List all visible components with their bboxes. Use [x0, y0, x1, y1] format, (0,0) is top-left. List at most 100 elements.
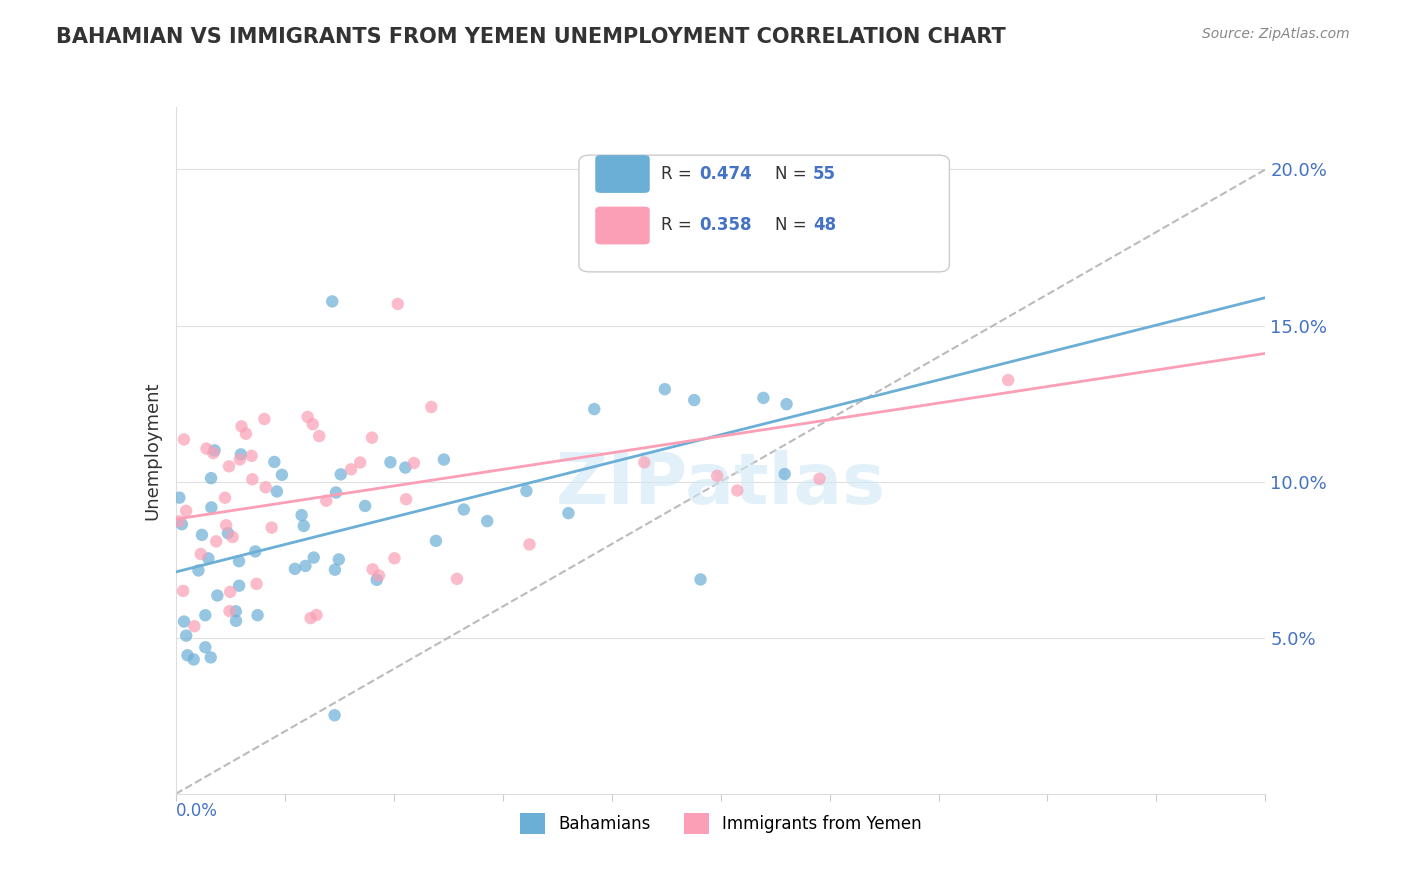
Point [195, 442, 218, 456]
Point [361, 562, 384, 576]
Point [219, 585, 242, 599]
FancyBboxPatch shape [579, 155, 949, 272]
Point [775, 397, 797, 411]
Point [194, 640, 217, 655]
Point [197, 551, 219, 566]
Point [229, 447, 252, 461]
Legend: Bahamians, Immigrants from Yemen: Bahamians, Immigrants from Yemen [513, 807, 928, 840]
Point [228, 579, 250, 593]
Point [246, 608, 269, 623]
Point [865, 257, 887, 271]
Point [380, 455, 402, 469]
Point [387, 297, 409, 311]
Point [172, 583, 194, 598]
Point [773, 467, 796, 481]
Point [240, 449, 263, 463]
Point [361, 431, 384, 445]
Point [420, 400, 443, 414]
Point [215, 518, 238, 533]
Text: 48: 48 [813, 216, 837, 235]
Point [218, 459, 240, 474]
Point [654, 382, 676, 396]
Point [394, 460, 416, 475]
Point [253, 412, 276, 426]
Point [315, 493, 337, 508]
Point [245, 577, 267, 591]
Point [271, 467, 294, 482]
Point [294, 558, 316, 573]
Point [366, 573, 388, 587]
Point [225, 614, 247, 628]
Point [228, 554, 250, 568]
Point [633, 455, 655, 469]
Point [183, 619, 205, 633]
Point [200, 471, 222, 485]
Text: N =: N = [775, 165, 811, 184]
Point [302, 550, 325, 565]
Point [323, 708, 346, 723]
Point [254, 480, 277, 494]
Point [340, 462, 363, 476]
Point [183, 652, 205, 666]
Point [515, 483, 537, 498]
FancyBboxPatch shape [595, 207, 650, 244]
Point [225, 604, 247, 618]
Point [433, 452, 456, 467]
Point [240, 472, 263, 486]
Point [173, 433, 195, 447]
Point [301, 417, 323, 432]
Point [477, 514, 499, 528]
Text: ZIPatlas: ZIPatlas [555, 450, 886, 519]
Point [284, 562, 307, 576]
Text: Source: ZipAtlas.com: Source: ZipAtlas.com [1202, 27, 1350, 41]
Point [291, 508, 314, 522]
Point [214, 491, 236, 505]
Point [292, 519, 315, 533]
Point [329, 467, 352, 482]
Point [328, 552, 350, 566]
Point [354, 499, 377, 513]
Point [190, 547, 212, 561]
Y-axis label: Unemployment: Unemployment [143, 381, 162, 520]
Point [299, 611, 322, 625]
Point [706, 468, 728, 483]
Point [221, 530, 243, 544]
Point [557, 506, 579, 520]
Point [752, 391, 775, 405]
Point [170, 517, 193, 532]
Text: 0.358: 0.358 [699, 216, 751, 235]
Point [169, 491, 191, 505]
Text: R =: R = [661, 216, 696, 235]
Point [689, 573, 711, 587]
Point [174, 504, 197, 518]
Point [321, 294, 343, 309]
Text: 55: 55 [813, 165, 837, 184]
Point [384, 551, 406, 566]
Point [368, 568, 391, 582]
Point [202, 446, 225, 460]
Point [187, 564, 209, 578]
Point [349, 455, 371, 469]
Point [519, 537, 541, 551]
Point [191, 528, 214, 542]
Point [194, 608, 217, 623]
Point [218, 604, 240, 618]
Point [808, 472, 831, 486]
Point [167, 514, 190, 528]
Text: N =: N = [775, 216, 811, 235]
Text: 0.474: 0.474 [699, 165, 752, 184]
Point [402, 456, 425, 470]
Point [200, 650, 222, 665]
Point [229, 452, 252, 467]
Point [173, 615, 195, 629]
Point [263, 455, 285, 469]
Point [453, 502, 475, 516]
Point [325, 485, 347, 500]
Point [725, 483, 748, 498]
Point [217, 526, 239, 541]
Point [308, 429, 330, 443]
Point [446, 572, 468, 586]
Point [200, 500, 222, 515]
Point [235, 426, 257, 441]
Point [174, 629, 197, 643]
